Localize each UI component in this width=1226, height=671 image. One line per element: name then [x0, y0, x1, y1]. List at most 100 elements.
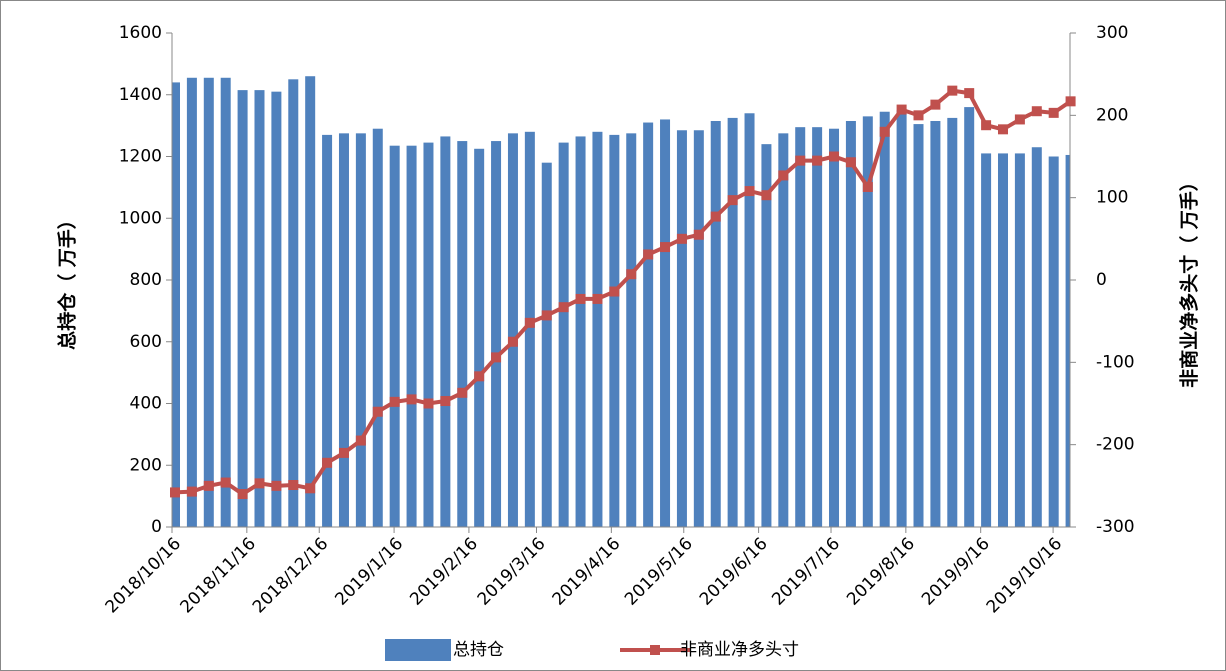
line-marker [862, 181, 873, 192]
y2-tick-label: 200 [1096, 105, 1128, 125]
line-marker [795, 155, 806, 166]
line-marker [643, 249, 654, 260]
line-marker [524, 317, 535, 328]
bar [778, 133, 789, 527]
line-marker [355, 435, 366, 446]
line-marker [896, 104, 907, 115]
line-marker [845, 157, 856, 168]
line-marker [372, 406, 383, 417]
bar [930, 120, 941, 527]
bar [964, 107, 975, 527]
bar [812, 127, 823, 527]
line-marker [338, 447, 349, 458]
bar [1031, 147, 1042, 527]
line-marker [170, 487, 180, 498]
line-marker [322, 457, 333, 468]
bar [981, 153, 992, 527]
line-marker [727, 195, 738, 206]
bar [592, 131, 603, 527]
line-marker [812, 155, 823, 166]
line-marker [913, 110, 924, 121]
y2-tick-label: -300 [1096, 517, 1135, 537]
line-marker [829, 151, 840, 162]
bar [322, 134, 333, 527]
bar [879, 111, 890, 527]
y-tick-label: 400 [130, 394, 162, 414]
legend-marker [650, 645, 660, 655]
line-marker [254, 478, 265, 489]
bar [305, 76, 316, 527]
line-marker [660, 242, 671, 253]
line-marker [220, 477, 231, 488]
y-tick-label: 600 [130, 332, 162, 352]
bar [761, 144, 772, 527]
line-marker [305, 483, 316, 494]
y-tick-label: 1000 [119, 208, 162, 228]
bar [288, 79, 299, 527]
bar [474, 148, 485, 527]
line-marker [440, 396, 451, 407]
y2-tick-label: -100 [1096, 352, 1135, 372]
bar [626, 133, 637, 527]
line-marker [947, 85, 958, 96]
line-marker [1048, 107, 1059, 118]
bar [997, 153, 1008, 527]
bar [947, 117, 958, 527]
line-marker [558, 302, 569, 313]
legend-label: 非商业净多头寸 [680, 640, 799, 660]
bar [795, 127, 806, 527]
y-tick-label: 1600 [119, 23, 162, 43]
line-marker [761, 190, 772, 201]
bar [829, 128, 840, 527]
line-marker [575, 293, 586, 304]
bar [406, 145, 417, 527]
bar [372, 128, 383, 527]
bar [896, 110, 907, 527]
line-marker [271, 480, 282, 491]
bar [524, 131, 535, 527]
line-marker [406, 394, 417, 405]
line-marker [541, 310, 552, 321]
bar [186, 77, 197, 527]
line-marker [626, 269, 637, 280]
line-marker [237, 489, 248, 500]
y-tick-label: 200 [130, 455, 162, 475]
line-marker [676, 233, 687, 244]
bar [558, 142, 569, 527]
bar [237, 90, 248, 527]
y2-tick-label: 100 [1096, 188, 1128, 208]
bar [1014, 153, 1025, 527]
bar [710, 120, 721, 527]
y-axis-title: 总持仓（ 万手） [56, 210, 79, 350]
bar [660, 119, 671, 527]
bar [609, 134, 620, 527]
line-marker [930, 99, 941, 110]
bar [507, 133, 518, 527]
bar [744, 113, 755, 527]
bar [862, 116, 873, 527]
y-tick-label: 800 [130, 270, 162, 290]
bar [913, 124, 924, 527]
line-marker [474, 371, 485, 382]
line-marker [592, 293, 603, 304]
bar [440, 136, 451, 527]
line-marker [203, 480, 214, 491]
legend-swatch [385, 639, 451, 661]
line-marker [744, 186, 755, 197]
bar [575, 136, 586, 527]
line-marker [423, 398, 434, 409]
y2-tick-label: 300 [1096, 23, 1128, 43]
line-marker [1014, 114, 1025, 125]
line-marker [457, 387, 468, 398]
y2-axis-title: 非商业净多头寸（ 万手） [1178, 172, 1201, 388]
legend-label: 总持仓 [453, 640, 504, 660]
bar [643, 122, 654, 527]
bar [676, 130, 687, 527]
line-marker [1031, 106, 1042, 117]
line-marker [389, 396, 400, 407]
y2-tick-label: -200 [1096, 435, 1135, 455]
line-marker [879, 126, 890, 137]
bar [389, 145, 400, 527]
line-marker [997, 124, 1008, 135]
